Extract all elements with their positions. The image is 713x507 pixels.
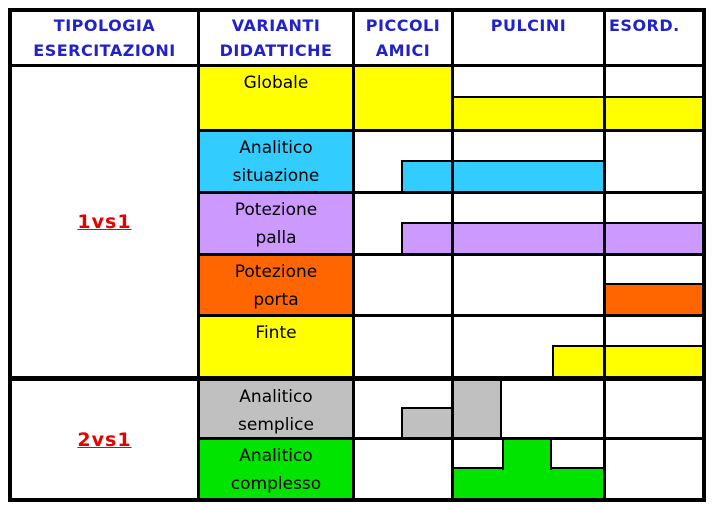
variant-label: Potezione — [234, 262, 318, 282]
col-header-varianti: VARIANTI DIDATTICHE — [200, 12, 352, 64]
col-header-line: VARIANTI — [231, 16, 321, 35]
variant-cell-analitico-semplice: Analitico semplice — [200, 379, 352, 437]
timeline-cell — [454, 132, 603, 191]
gantt-bar — [606, 96, 702, 129]
col-header-line: TIPOLOGIA — [53, 16, 156, 35]
gantt-bar — [606, 344, 702, 376]
timeline-cell — [606, 317, 702, 376]
col-header-line: PULCINI — [490, 16, 567, 35]
variant-label: Globale — [243, 73, 309, 93]
timeline-cell — [355, 379, 451, 437]
timeline-cell — [355, 67, 451, 129]
gantt-bar — [454, 221, 603, 253]
group-label: 1vs1 — [77, 210, 132, 233]
timeline-cell — [355, 194, 451, 253]
gantt-bar — [454, 96, 603, 129]
col-header-esordienti: ESORD. — [606, 12, 702, 64]
col-header-line: ESORD. — [609, 16, 680, 35]
gantt-bar — [606, 221, 702, 253]
variant-label: Analitico — [239, 138, 313, 158]
gantt-bar — [401, 407, 451, 437]
variant-cell-potezione-palla: Potezione palla — [200, 194, 352, 253]
variant-label: palla — [255, 228, 297, 248]
variant-label: porta — [253, 290, 299, 310]
col-header-tipologia: TIPOLOGIA ESERCITAZIONI — [12, 12, 197, 64]
gantt-bar — [454, 467, 603, 498]
timeline-cell — [454, 317, 603, 376]
group-cell-1vs1: 1vs1 — [12, 67, 197, 376]
gantt-bar — [454, 159, 603, 191]
gantt-bar — [501, 440, 553, 471]
timeline-cell — [454, 256, 603, 314]
col-header-pulcini: PULCINI — [454, 12, 603, 64]
timeline-cell — [454, 440, 603, 498]
timeline-cell — [454, 67, 603, 129]
group-label: 2vs1 — [77, 428, 132, 451]
timeline-cell — [606, 379, 702, 437]
variant-label: semplice — [238, 415, 314, 435]
group-cell-2vs1: 2vs1 — [12, 379, 197, 498]
gantt-bar — [401, 221, 451, 253]
timeline-cell — [606, 67, 702, 129]
variant-cell-potezione-porta: Potezione porta — [200, 256, 352, 314]
timeline-cell — [606, 256, 702, 314]
timeline-cell — [355, 256, 451, 314]
gantt-bar — [401, 159, 451, 191]
gantt-bar — [552, 344, 603, 376]
timeline-cell — [454, 194, 603, 253]
variant-label: Analitico — [239, 387, 313, 407]
gantt-bar — [454, 381, 502, 437]
timeline-cell — [355, 132, 451, 191]
timeline-cell — [355, 317, 451, 376]
timeline-cell — [606, 194, 702, 253]
variant-label: Finte — [255, 323, 297, 343]
variant-cell-finte: Finte — [200, 317, 352, 376]
variant-cell-analitico-complesso: Analitico complesso — [200, 440, 352, 498]
col-header-line: DIDATTICHE — [219, 41, 333, 60]
gantt-bar — [355, 67, 451, 129]
variant-label: situazione — [232, 166, 320, 186]
timeline-cell — [355, 440, 451, 498]
variant-label: Analitico — [239, 446, 313, 466]
variant-cell-analitico-situazione: Analitico situazione — [200, 132, 352, 191]
col-header-piccoli-amici: PICCOLI AMICI — [355, 12, 451, 64]
variant-cell-globale: Globale — [200, 67, 352, 129]
timeline-cell — [606, 132, 702, 191]
gantt-bar — [606, 283, 702, 314]
timeline-cell — [606, 440, 702, 498]
variant-label: complesso — [230, 474, 322, 494]
exercise-matrix-table: TIPOLOGIA ESERCITAZIONI VARIANTI DIDATTI… — [8, 8, 706, 502]
col-header-line: ESERCITAZIONI — [33, 41, 176, 60]
col-header-line: PICCOLI — [365, 16, 441, 35]
variant-label: Potezione — [234, 200, 318, 220]
timeline-cell — [454, 379, 603, 437]
col-header-line: AMICI — [375, 41, 431, 60]
